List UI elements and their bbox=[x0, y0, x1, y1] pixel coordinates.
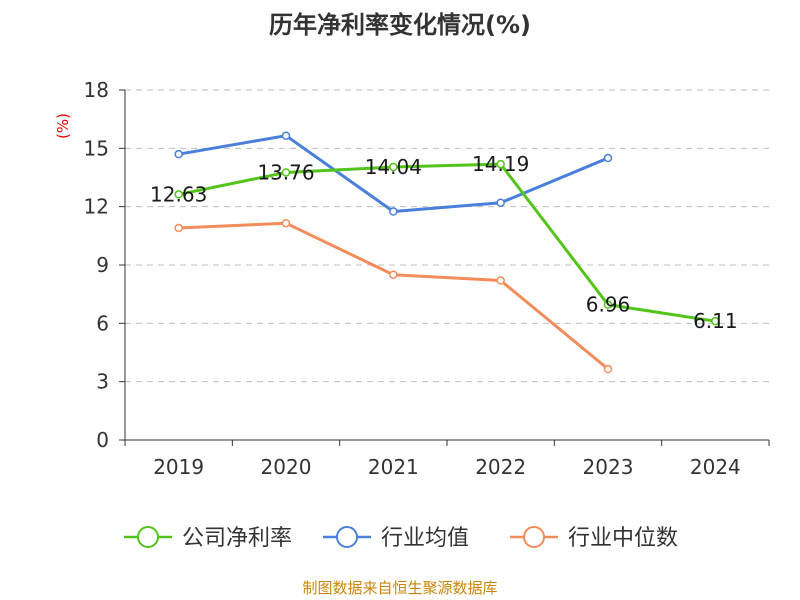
data-point bbox=[389, 162, 398, 172]
legend: 公司净利率 行业均值 行业中位数 bbox=[124, 526, 678, 551]
data-point bbox=[603, 364, 613, 374]
y-tick-label: 12 bbox=[84, 195, 109, 219]
data-point bbox=[603, 153, 613, 163]
legend-label: 行业均值 bbox=[381, 526, 469, 551]
x-tick-label: 2024 bbox=[690, 455, 741, 479]
legend-label: 公司净利率 bbox=[182, 526, 292, 551]
data-point bbox=[174, 223, 183, 233]
data-point bbox=[174, 190, 183, 199]
data-point bbox=[281, 218, 291, 228]
series-lines bbox=[174, 131, 720, 374]
gridlines bbox=[125, 89, 769, 383]
data-label: 13.76 bbox=[257, 160, 314, 184]
data-point bbox=[389, 207, 398, 216]
y-tick-label: 6 bbox=[96, 311, 109, 335]
axes: 0 3 6 9 12 15 18 2019 2020 2021 2022 2023 2024 bbox=[84, 78, 770, 479]
data-point bbox=[711, 316, 720, 326]
x-tick-label: 2021 bbox=[368, 455, 419, 479]
data-label: 14.04 bbox=[365, 155, 422, 179]
y-tick-label: 18 bbox=[84, 78, 109, 102]
y-tick-label: 15 bbox=[84, 136, 109, 160]
legend-swatch-marker bbox=[336, 526, 358, 548]
legend-label: 行业中位数 bbox=[568, 526, 678, 551]
data-label: 6.11 bbox=[693, 309, 738, 333]
legend-swatch-marker bbox=[523, 526, 545, 548]
y-tick-label: 0 bbox=[96, 428, 109, 452]
data-labels: 12.63 13.76 14.04 14.19 6.96 6.11 bbox=[150, 152, 738, 333]
y-tick-label: 3 bbox=[96, 370, 109, 394]
data-point bbox=[496, 198, 505, 208]
data-label: 12.63 bbox=[150, 182, 207, 206]
data-point bbox=[174, 149, 183, 159]
x-tick-label: 2019 bbox=[153, 455, 204, 479]
chart-title: 历年净利率变化情况(%) bbox=[269, 11, 531, 39]
x-tick-label: 2020 bbox=[261, 455, 312, 479]
data-point bbox=[281, 131, 291, 140]
y-axis-unit-label: (%) bbox=[54, 113, 72, 139]
data-label: 14.19 bbox=[472, 152, 529, 176]
legend-swatch-marker bbox=[137, 526, 159, 548]
data-point bbox=[496, 159, 505, 169]
series-line-2 bbox=[178, 221, 609, 371]
x-tick-label: 2023 bbox=[583, 455, 634, 479]
data-point bbox=[281, 168, 291, 177]
data-point bbox=[603, 300, 613, 309]
data-point bbox=[389, 270, 398, 279]
x-tick-label: 2022 bbox=[475, 455, 526, 479]
source-note: 制图数据来自恒生聚源数据库 bbox=[302, 579, 497, 597]
y-tick-label: 9 bbox=[96, 253, 109, 277]
data-label: 6.96 bbox=[586, 293, 631, 317]
data-point bbox=[496, 276, 505, 285]
series-line-0 bbox=[178, 162, 716, 323]
